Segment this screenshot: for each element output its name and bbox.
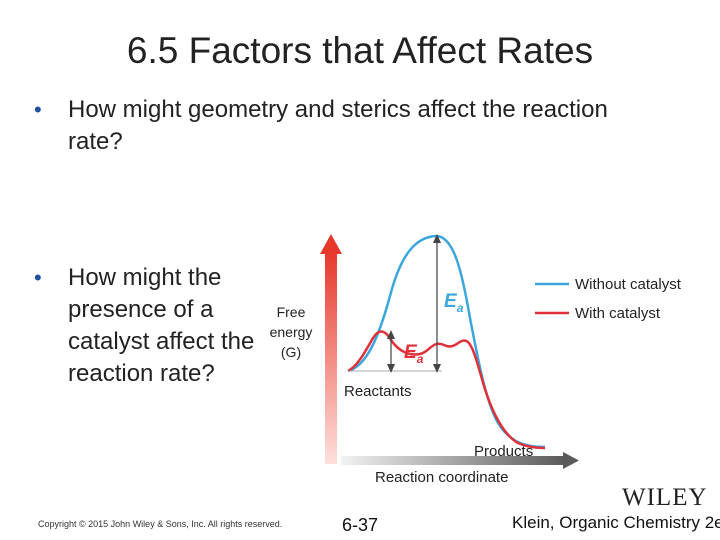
y-axis-label-line3: (G) (280, 344, 302, 360)
y-axis-label: Free energy (G) (258, 302, 324, 362)
y-axis (325, 252, 337, 464)
x-axis (341, 456, 565, 465)
curve-without-catalyst (347, 234, 546, 449)
y-axis-arrowhead (320, 234, 342, 254)
bullet-text: How might the presence of a catalyst aff… (68, 264, 255, 387)
slide-title: 6.5 Factors that Affect Rates (126, 30, 594, 71)
ea-label-catalyzed-sub: a (417, 352, 424, 366)
legend-label-without-catalyst: Without catalyst (575, 276, 682, 293)
y-axis-label-line2: energy (269, 324, 313, 340)
page-number: 6-37 (342, 515, 379, 535)
curve-with-catalyst (347, 330, 546, 450)
ea-arrow-catalyzed-top (387, 330, 395, 339)
ea-arrow-catalyzed-bottom (387, 364, 395, 373)
publisher-logo: WILEY (622, 484, 708, 511)
ea-label-uncatalyzed-e: E (444, 291, 458, 312)
x-axis-label: Reaction coordinate (375, 469, 508, 486)
bullet-catalyst: • How might the presence of a catalyst a… (34, 262, 258, 390)
ea-label-uncatalyzed: Ea (444, 291, 464, 315)
ea-arrow-uncatalyzed-top (433, 234, 441, 243)
ea-label-catalyzed-e: E (404, 342, 418, 363)
legend-label-with-catalyst: With catalyst (575, 305, 661, 322)
reactants-label: Reactants (344, 383, 412, 400)
ea-label-uncatalyzed-sub: a (457, 301, 464, 315)
ea-label-catalyzed: Ea (404, 342, 424, 366)
copyright-notice: Copyright © 2015 John Wiley & Sons, Inc.… (38, 519, 283, 529)
bullet-mark: • (34, 97, 42, 122)
bullet-mark: • (34, 265, 42, 290)
bullet-text: How might geometry and sterics affect th… (68, 96, 608, 155)
bullet-geometry: • How might geometry and sterics affect … (34, 94, 668, 158)
textbook-credit: Klein, Organic Chemistry 2e (512, 513, 720, 532)
ea-arrow-uncatalyzed-bottom (433, 364, 441, 373)
products-label: Products (474, 443, 533, 460)
y-axis-label-line1: Free (276, 304, 306, 320)
x-axis-arrowhead (563, 452, 579, 469)
